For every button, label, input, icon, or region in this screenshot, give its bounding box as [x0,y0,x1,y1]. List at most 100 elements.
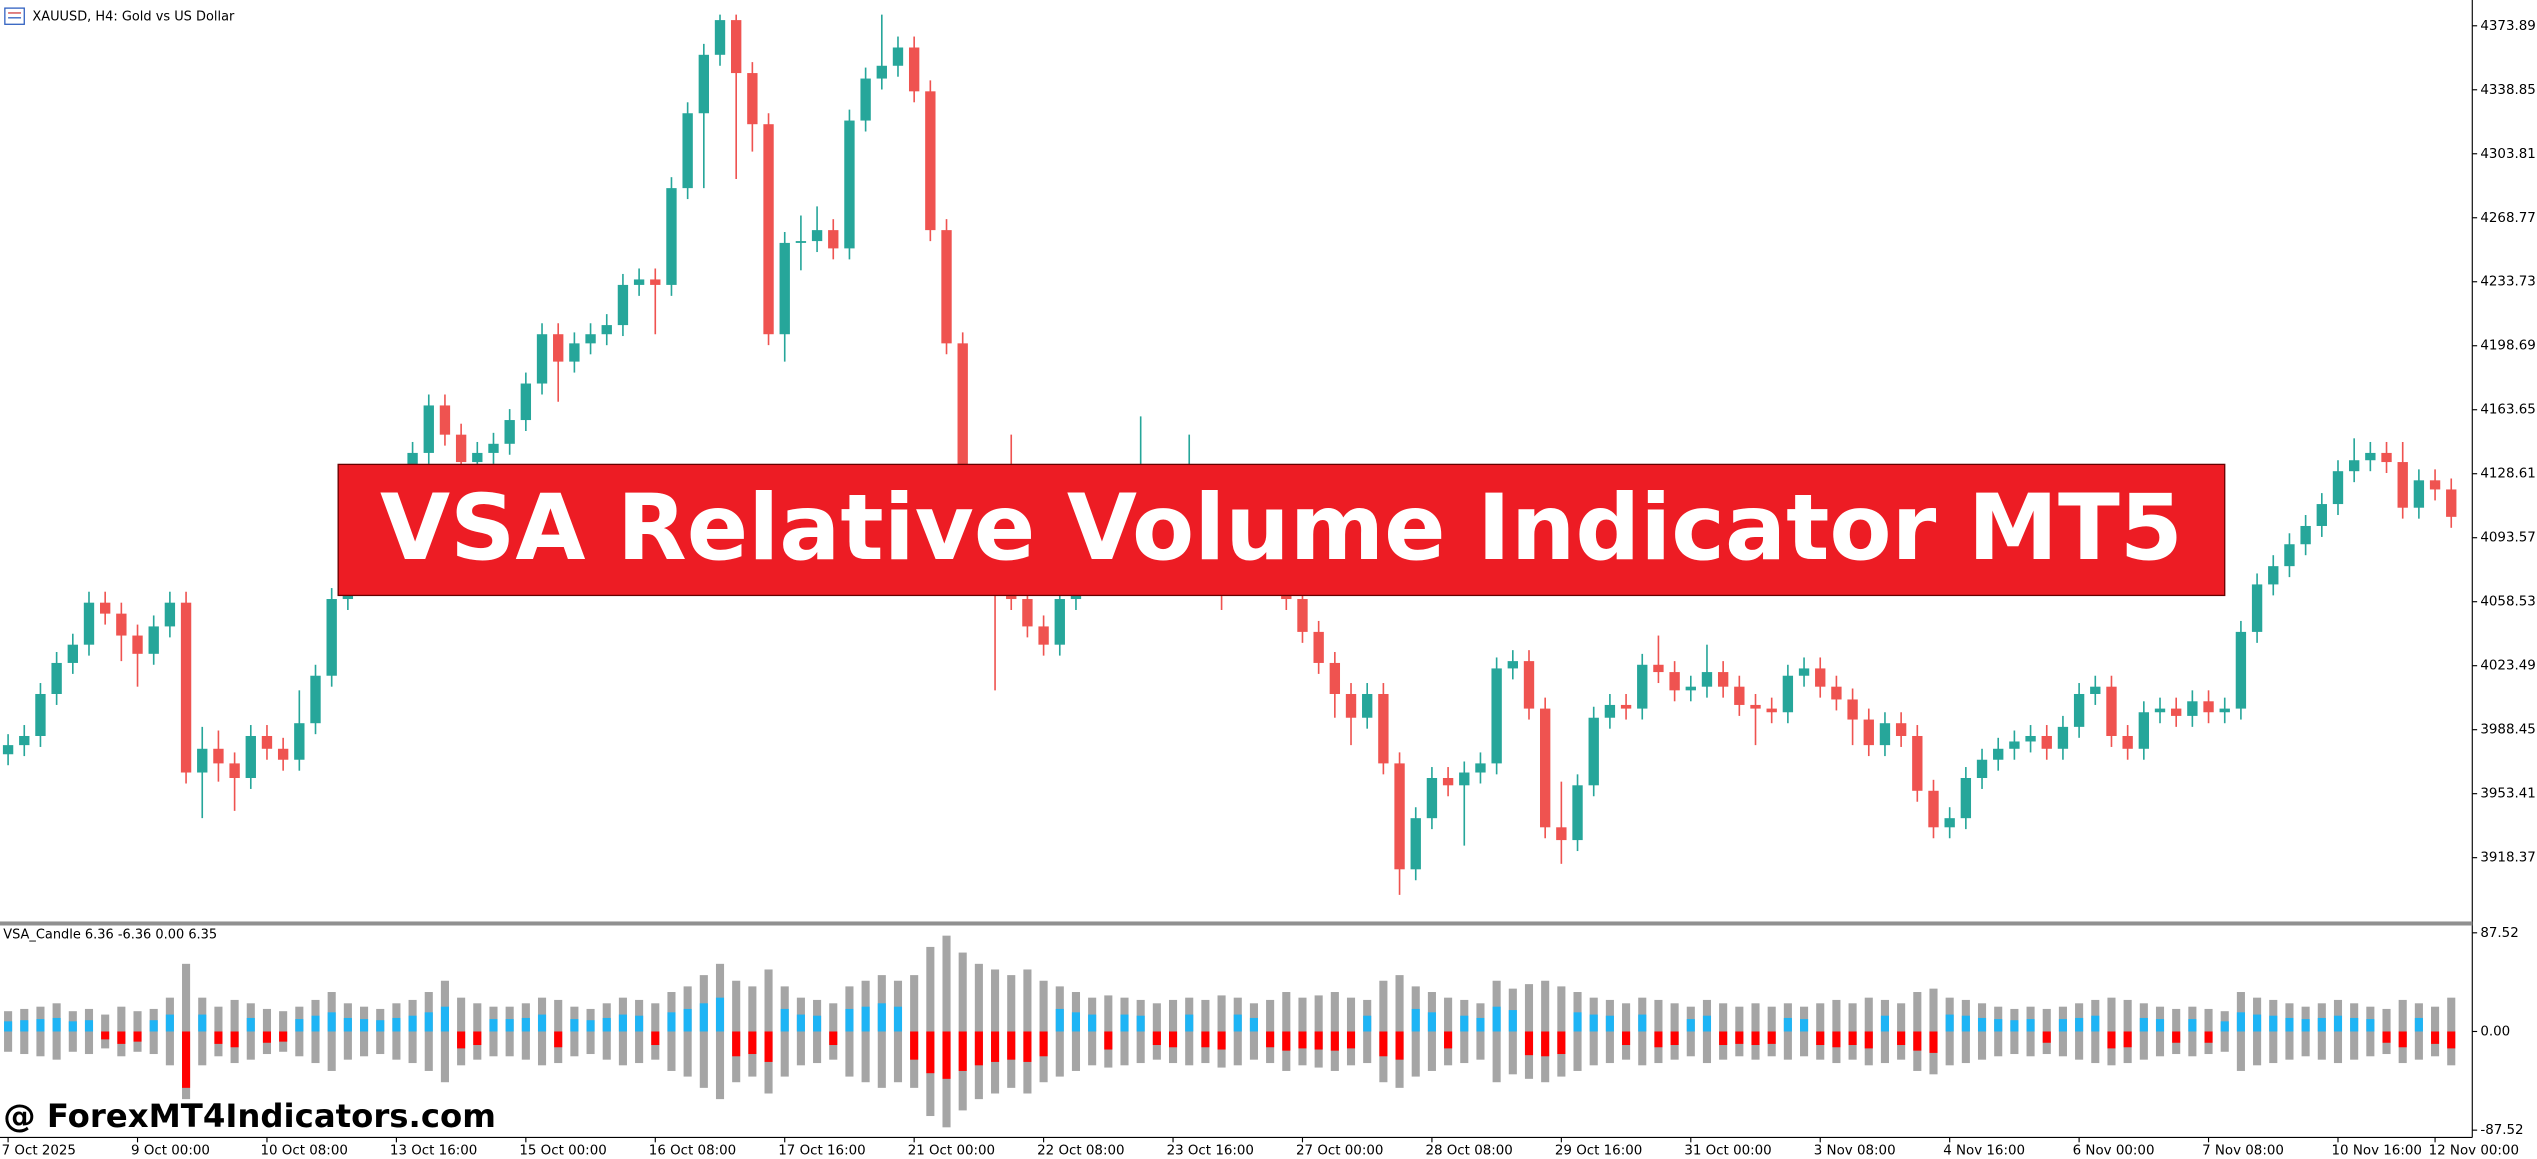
signal-bar [1589,1014,1598,1032]
signal-bar [1136,1015,1145,1032]
x-tick-label: 6 Nov 00:00 [2073,1143,2155,1158]
signal-bar [279,1031,288,1042]
volume-bar [311,999,320,1064]
signal-bar [1266,1031,1275,1048]
signal-bar [2382,1031,2391,1043]
signal-bar [182,1031,191,1088]
candle-body [1863,719,1874,746]
signal-bar [2010,1020,2019,1032]
signal-bar [327,1012,336,1032]
signal-bar [84,1020,94,1032]
banner-text: VSA Relative Volume Indicator MT5 [380,476,2183,581]
candle-body [1410,818,1421,870]
candle-body [536,334,548,384]
signal-bar [1573,1012,1582,1032]
signal-bar [1249,1017,1258,1032]
candle-body [423,405,434,453]
candle-body [1993,748,2004,760]
volume-bar [1233,997,1242,1066]
signal-bar [910,1031,919,1060]
signal-bar [732,1031,741,1057]
volume-bar [2269,999,2278,1064]
signal-bar [311,1015,320,1032]
signal-bar [1071,1012,1081,1032]
volume-bar [1880,999,1889,1064]
candle-body [1750,704,1761,709]
x-tick-label: 3 Nov 08:00 [1814,1143,1896,1158]
signal-bar [20,1020,29,1032]
signal-bar [1524,1031,1534,1056]
candle-body [553,334,564,362]
signal-bar [1120,1014,1129,1032]
candle-body [2268,566,2279,585]
candle-body [455,434,467,463]
signal-bar [1961,1015,1970,1032]
candle-body [2300,525,2311,545]
signal-bar [926,1031,935,1074]
volume-bar [1363,999,1372,1064]
candle-body [633,279,645,285]
candle-body [2025,735,2036,742]
signal-bar [1719,1031,1728,1046]
candle-body [1734,686,1745,705]
signal-bar [1994,1019,2003,1032]
candle-body [1054,599,1065,645]
signal-bar [813,1015,822,1032]
candle-body [1637,664,1648,709]
signal-bar [1913,1031,1922,1051]
volume-bar [1088,997,1097,1066]
signal-bar [861,1006,870,1032]
signal-bar [101,1031,110,1040]
signal-bar [1492,1006,1501,1032]
volume-bar [2333,999,2343,1064]
candle-body [844,120,855,249]
candle-body [1038,626,1049,645]
signal-bar [829,1031,838,1046]
signal-bar [1395,1031,1404,1060]
volume-bar [408,999,417,1064]
signal-bar [1783,1017,1792,1032]
signal-bar [2350,1017,2359,1032]
x-tick-label: 27 Oct 00:00 [1296,1143,1383,1158]
signal-bar [1023,1031,1032,1062]
candle-body [860,78,871,121]
signal-bar [2155,1019,2165,1032]
signal-bar [1686,1019,1695,1032]
candle-body [925,91,936,231]
candle-body [2057,726,2069,749]
candle-body [164,602,176,627]
signal-bar [1832,1031,1841,1048]
signal-bar [2253,1014,2262,1032]
x-tick-label: 12 Nov 00:00 [2429,1143,2519,1158]
volume-bar [1055,986,1064,1077]
signal-bar [1541,1031,1550,1057]
indicator-title: VSA_Candle 6.36 -6.36 0.00 6.35 [3,928,217,943]
candle-body [908,47,920,92]
y-tick-label: 4268.77 [2480,211,2535,226]
candle-body [229,763,240,778]
y-tick-label: 4093.57 [2480,531,2535,546]
candle-body [1572,785,1583,841]
signal-bar [877,1003,886,1032]
signal-bar [683,1008,692,1032]
signal-bar [2220,1021,2229,1032]
candle-body [132,635,143,654]
candle-body [892,47,904,66]
candle-body [1022,599,1033,627]
watermark: @ ForexMT4Indicators.com [3,1097,496,1135]
y-tick-label: 4058.53 [2480,595,2535,610]
candle-body [2235,631,2247,709]
signal-bar [2301,1019,2310,1032]
signal-bar [635,1015,644,1032]
candle-body [811,230,823,242]
candle-body [747,73,758,125]
candle-body [504,420,515,444]
signal-bar [2366,1019,2375,1032]
signal-bar [1201,1031,1210,1048]
volume-bar [1007,975,1016,1088]
signal-bar [1977,1017,1987,1032]
signal-bar [958,1031,967,1071]
signal-bar [1330,1031,1339,1051]
candle-body [2365,452,2376,461]
signal-bar [1168,1031,1178,1048]
